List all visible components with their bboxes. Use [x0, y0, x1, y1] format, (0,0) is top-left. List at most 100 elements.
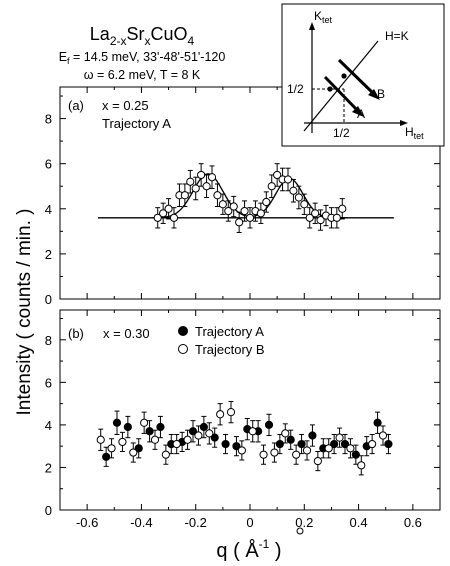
inset-h-label: Htet: [405, 125, 424, 141]
x-axis-label-close: ): [269, 540, 281, 562]
data-point: [107, 444, 116, 453]
data-point: [102, 452, 111, 461]
panel-b-y-tick-label: 6: [45, 375, 52, 390]
legend-marker-trajectory-a: [178, 326, 188, 336]
data-point: [292, 450, 301, 459]
data-point: [221, 439, 230, 449]
subtitle-rest: = 14.5 meV, 33'-48'-51'-120: [70, 50, 226, 64]
title-sub-4: 4: [188, 34, 195, 48]
panel-b-y-ticks: 0 2 4 6 8: [45, 318, 440, 518]
inset-diagonal: [303, 40, 379, 132]
panel-b-y-tick-label: 2: [45, 460, 52, 475]
data-point: [275, 439, 284, 449]
subtitle-ef-sub: f: [67, 56, 70, 66]
panel-a-label: (a): [68, 98, 84, 113]
data-point: [248, 427, 257, 436]
data-point: [164, 204, 173, 213]
data-point: [129, 448, 138, 457]
inset-diagonal-label: H=K: [385, 29, 409, 43]
data-point: [368, 439, 377, 449]
data-point: [259, 450, 268, 459]
inset-y-tick: 1/2: [287, 82, 304, 96]
data-point: [256, 209, 265, 218]
data-point: [197, 170, 206, 180]
inset-trajectory-b-arrow: [368, 89, 380, 100]
panel-b-x-tick-label: 0.2: [295, 515, 313, 530]
inset-peak-point-left: [327, 86, 333, 92]
data-point: [308, 431, 317, 440]
data-point: [240, 206, 249, 216]
data-point: [191, 184, 200, 193]
data-point: [245, 213, 255, 222]
subtitle-ef: E: [59, 50, 67, 64]
data-point: [188, 427, 198, 436]
data-point: [172, 439, 181, 449]
panel-a-y-tick-label: 0: [45, 292, 52, 307]
panel-a: 0 2 4 6 8 (a) x = 0.25 Trajectory A: [45, 86, 441, 307]
legend-label-trajectory-b: Trajectory B: [195, 342, 265, 357]
panel-b-y-tick-label: 8: [45, 333, 52, 348]
data-point: [194, 431, 203, 440]
data-point: [224, 206, 233, 216]
panel-b-x-tick-label: 0: [246, 515, 253, 530]
data-point: [297, 439, 306, 449]
legend: Trajectory A Trajectory B: [178, 324, 265, 357]
data-point: [145, 427, 154, 436]
data-point: [226, 408, 236, 417]
data-point: [300, 200, 309, 209]
series-data: [153, 163, 347, 233]
data-point: [218, 200, 227, 209]
inset-k-label: Ktet: [314, 9, 333, 25]
data-point: [313, 456, 322, 466]
panel-b-x-tick-label: -0.2: [185, 515, 207, 530]
data-point: [294, 193, 303, 202]
data-point: [267, 182, 276, 191]
inset-trajectory-b-label: B: [377, 87, 385, 101]
inset-frame: [281, 3, 445, 147]
data-point: [262, 197, 271, 207]
panel-a-x-value: x = 0.25: [102, 98, 149, 113]
inset-k-label-sub: tet: [322, 15, 333, 25]
legend-marker-trajectory-b: [178, 344, 188, 354]
data-point: [235, 218, 244, 227]
y-axis-label: Intensity ( counts / min. ): [14, 209, 35, 416]
data-point: [183, 435, 192, 444]
inset-h-label-main: H: [405, 125, 414, 139]
data-point: [229, 202, 238, 211]
data-point: [202, 182, 211, 191]
title-sub-x: x: [145, 34, 151, 48]
series-trajectory-b: [96, 400, 388, 476]
inset-h-label-sub: tet: [414, 131, 425, 141]
data-point: [324, 444, 333, 453]
subtitle-line-2: ω = 6.2 meV, T = 8 K: [84, 68, 201, 82]
data-point: [153, 213, 162, 222]
inset-x-tick: 1/2: [333, 126, 350, 140]
data-point: [216, 410, 225, 419]
data-point: [357, 461, 366, 470]
panel-b-x-value: x = 0.30: [103, 326, 150, 341]
inset-trajectory-a-label: A: [357, 107, 365, 121]
data-point: [351, 450, 360, 459]
data-point: [186, 177, 195, 186]
panel-a-y-tick-label: 6: [45, 157, 52, 172]
data-point: [340, 439, 350, 449]
data-point: [213, 191, 222, 200]
x-axis-label: q ( Å-1 ): [216, 537, 281, 562]
data-point: [207, 173, 217, 182]
data-point: [199, 422, 208, 432]
data-point: [161, 450, 170, 459]
panel-a-trajectory: Trajectory A: [102, 116, 171, 131]
data-point: [134, 444, 143, 453]
data-point: [289, 186, 298, 195]
data-point: [373, 418, 382, 427]
panel-b-x-tick-label: 0.6: [404, 515, 422, 530]
data-point: [118, 437, 127, 447]
angstrom-ring: [296, 527, 304, 535]
data-point: [270, 448, 279, 457]
data-point: [332, 213, 341, 222]
inset-trajectory-b: [337, 58, 378, 98]
chart-title: La2-xSrxCuO4: [90, 24, 195, 48]
data-point: [156, 422, 165, 432]
inset-k-axis-arrow: [309, 22, 315, 30]
legend-label-trajectory-a: Trajectory A: [195, 324, 264, 339]
